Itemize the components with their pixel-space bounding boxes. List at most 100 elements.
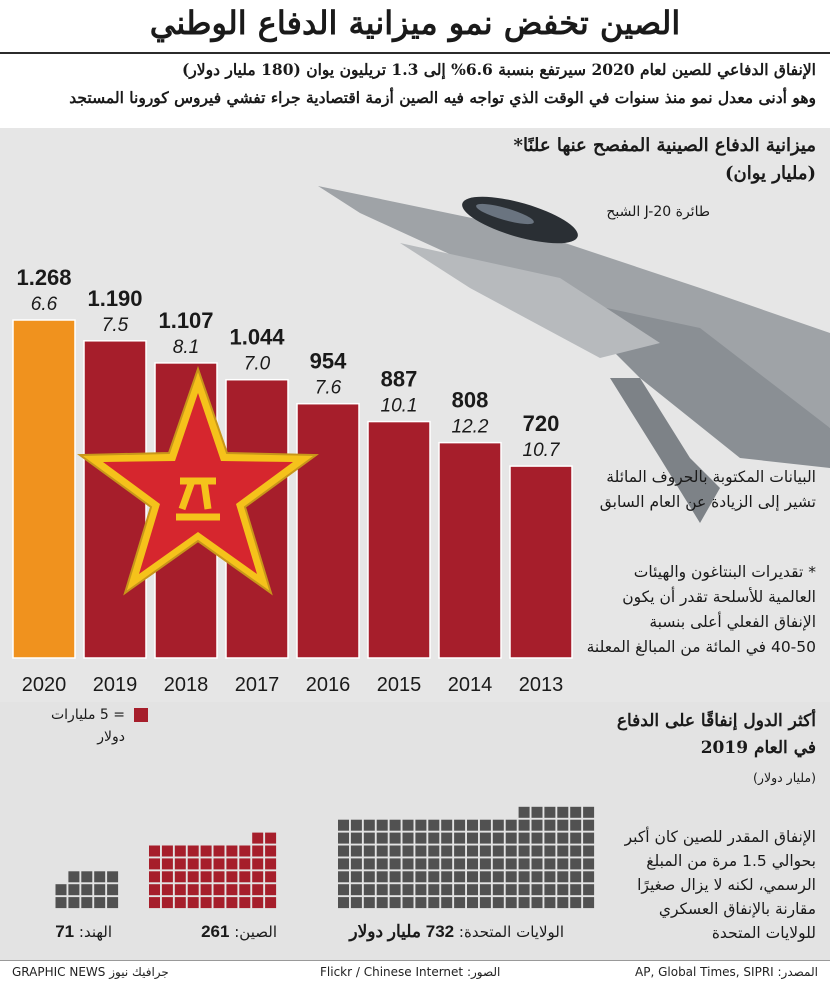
growth-label-2019: 7.5: [102, 315, 129, 336]
value-label-2018: 1.107: [158, 308, 213, 333]
unit-square-usa: [518, 884, 530, 896]
unit-square-india: [68, 897, 80, 909]
unit-square-china: [187, 897, 199, 909]
unit-square-usa: [402, 871, 414, 883]
unit-square-china: [213, 871, 225, 883]
unit-square-china: [265, 832, 277, 844]
unit-square-china: [200, 845, 212, 857]
unit-square-usa: [428, 871, 440, 883]
unit-square-usa: [389, 897, 401, 909]
legend-text: = 5 مليارات دولار: [51, 704, 125, 748]
unit-square-usa: [363, 819, 375, 831]
unit-square-china: [161, 845, 173, 857]
unit-square-usa: [415, 845, 427, 857]
unit-square-usa: [583, 871, 595, 883]
j20-jet-image: [318, 186, 830, 523]
year-label-2017: 2017: [235, 674, 280, 696]
unit-square-usa: [338, 832, 349, 844]
unit-square-usa: [544, 897, 556, 909]
unit-square-usa: [479, 832, 491, 844]
italic-note-line-2: تشير إلى الزيادة عن العام السابق: [599, 493, 816, 511]
label-china-value: 261: [201, 922, 230, 941]
unit-square-china: [161, 897, 173, 909]
unit-square-china: [174, 884, 186, 896]
unit-square-usa: [570, 806, 582, 818]
unit-square-usa: [570, 858, 582, 870]
footnote-line-1: * تقديرات البنتاغون والهيئات: [633, 563, 816, 581]
unit-square-usa: [415, 897, 427, 909]
unit-square-usa: [531, 806, 543, 818]
unit-square-usa: [350, 845, 362, 857]
unit-square-usa: [338, 871, 349, 883]
unit-square-usa: [557, 806, 569, 818]
unit-square-usa: [454, 871, 466, 883]
unit-square-usa: [428, 897, 440, 909]
label-india: الهند: 71: [55, 922, 112, 942]
unit-square-usa: [479, 871, 491, 883]
unit-square-usa: [505, 832, 517, 844]
unit-square-china: [149, 845, 160, 857]
unit-square-usa: [454, 897, 466, 909]
unit-square-usa: [479, 897, 491, 909]
value-label-2013: 720: [523, 411, 560, 436]
year-label-2013: 2013: [519, 674, 564, 696]
unit-square-usa: [441, 897, 453, 909]
unit-square-usa: [492, 884, 504, 896]
unit-square-usa: [428, 845, 440, 857]
unit-square-usa: [467, 845, 478, 857]
unit-square-usa: [402, 884, 414, 896]
unit-square-usa: [544, 845, 556, 857]
title-divider: [0, 52, 830, 54]
unit-square-china: [213, 897, 225, 909]
unit-square-china: [252, 858, 264, 870]
value-label-2020: 1.268: [16, 265, 71, 290]
unit-square-china: [265, 897, 277, 909]
unit-square-usa: [531, 897, 543, 909]
square-group-china: [149, 832, 277, 909]
unit-square-china: [200, 871, 212, 883]
value-label-2017: 1.044: [229, 325, 285, 350]
unit-square-usa: [583, 897, 595, 909]
unit-square-china: [213, 884, 225, 896]
unit-square-china: [200, 897, 212, 909]
unit-square-usa: [454, 832, 466, 844]
unit-square-usa: [492, 832, 504, 844]
unit-square-usa: [376, 832, 388, 844]
footnote-line-2: العالمية للأسلحة تقدر أن يكون: [622, 588, 816, 606]
unit-square-usa: [531, 819, 543, 831]
footnote-line-4: 40-50 في المائة من المبالغ المعلنة: [586, 638, 816, 656]
unit-square-usa: [492, 897, 504, 909]
unit-square-usa: [467, 819, 478, 831]
footer-source: المصدر: AP, Global Times, SIPRI: [635, 965, 818, 979]
unit-square-usa: [363, 858, 375, 870]
unit-square-usa: [338, 897, 349, 909]
unit-square-usa: [570, 884, 582, 896]
italic-note: البيانات المكتوبة بالحروف المائلة تشير إ…: [516, 465, 816, 515]
unit-square-india: [55, 897, 67, 909]
unit-square-china: [265, 871, 277, 883]
unit-square-usa: [389, 845, 401, 857]
unit-square-usa: [505, 845, 517, 857]
unit-square-usa: [544, 884, 556, 896]
unit-square-usa: [338, 858, 349, 870]
year-label-2020: 2020: [22, 674, 67, 696]
countries-heading-line-2: في العام 2019: [700, 738, 816, 758]
unit-square-usa: [531, 858, 543, 870]
unit-square-usa: [518, 845, 530, 857]
unit-square-usa: [570, 845, 582, 857]
unit-square-usa: [505, 871, 517, 883]
value-label-2016: 954: [310, 349, 347, 374]
bar-group: 1.268 6.6 2020 1.190 7.5 2019 1.107 8.1 2018 1.04…: [12, 265, 573, 696]
unit-square-usa: [557, 897, 569, 909]
countries-note-line-3: الرسمي، لكنه لا يزال صغيرًا: [637, 876, 816, 894]
unit-square-china: [149, 897, 160, 909]
unit-square-usa: [544, 806, 556, 818]
countries-heading: أكثر الدول إنفاقًا على الدفاع في العام 2…: [556, 708, 816, 762]
unit-square-china: [239, 858, 251, 870]
unit-square-usa: [402, 819, 414, 831]
unit-square-india: [94, 884, 106, 896]
unit-square-usa: [350, 897, 362, 909]
year-label-2015: 2015: [377, 674, 422, 696]
italic-note-line-1: البيانات المكتوبة بالحروف المائلة: [606, 468, 816, 486]
label-india-name: الهند:: [78, 923, 112, 941]
